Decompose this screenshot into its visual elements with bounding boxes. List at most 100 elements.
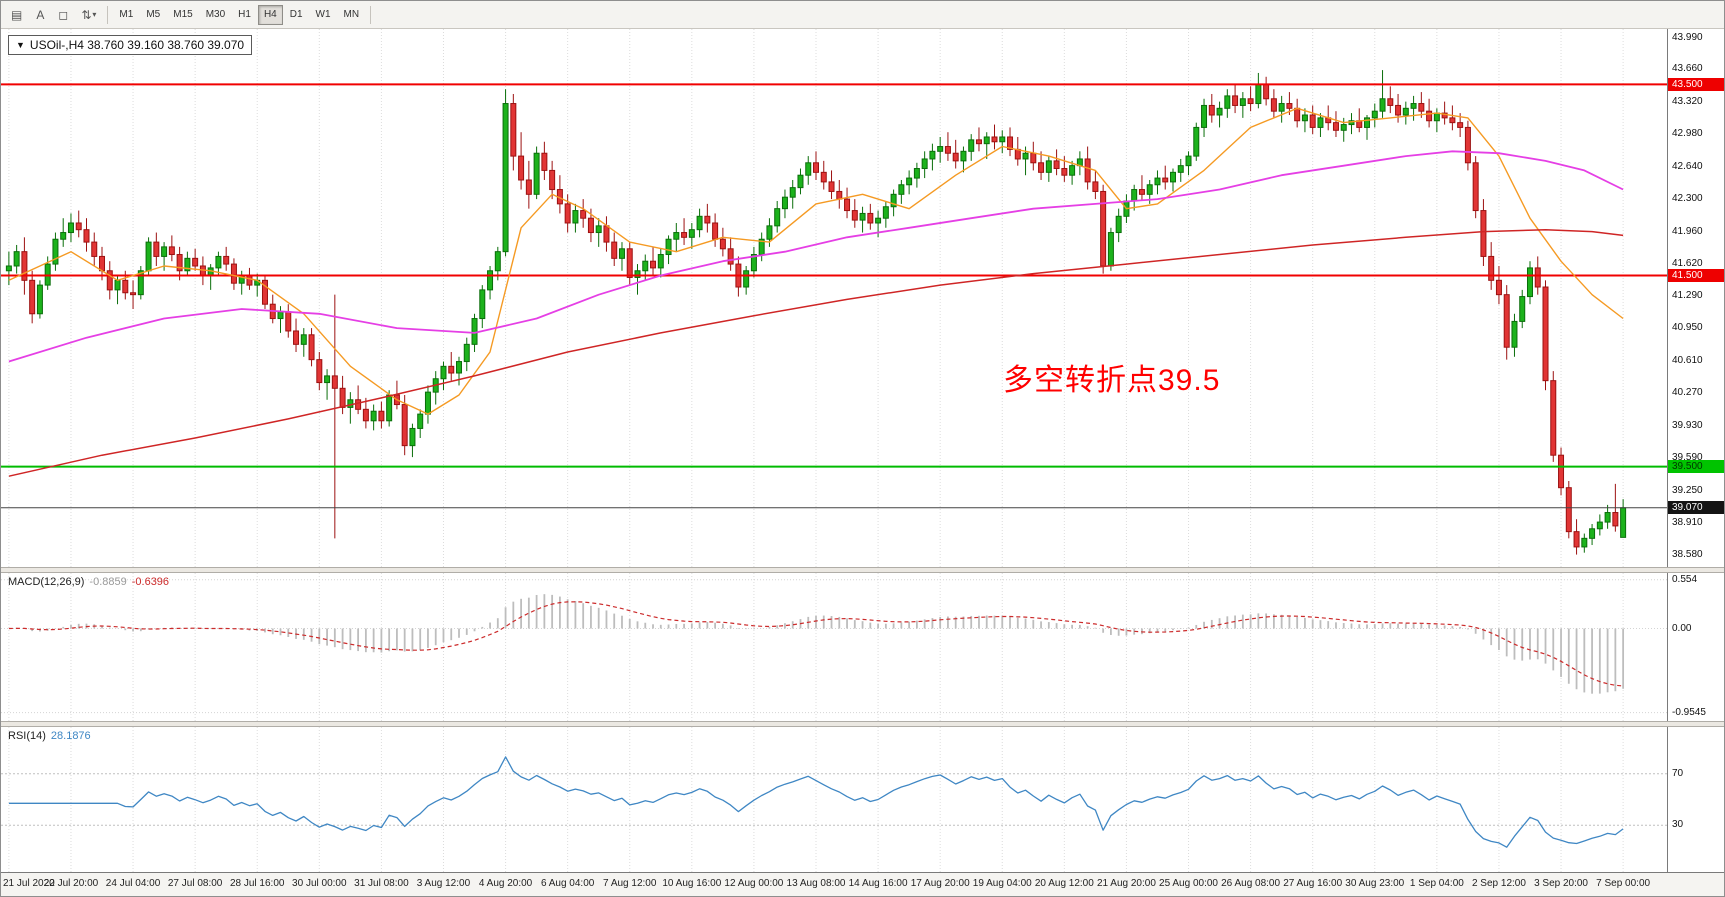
macd-tick: 0.554 (1672, 573, 1698, 585)
time-tick: 17 Aug 20:00 (910, 878, 970, 889)
price-level-label: 41.500 (1668, 269, 1724, 283)
time-tick: 21 Aug 20:00 (1096, 878, 1156, 889)
macd-label-row: MACD(12,26,9) -0.8859 -0.6396 (8, 576, 169, 588)
macd-main-value: -0.8859 (89, 576, 127, 588)
ma-fast-orange (8, 107, 1624, 415)
moving-averages-group (8, 107, 1624, 477)
time-tick: 26 Aug 08:00 (1221, 878, 1281, 889)
timeframe-button-m15[interactable]: M15 (173, 9, 193, 20)
drawing-tools-group: ▤ A ◻ ⇅ ▾ (5, 5, 102, 25)
rsi-axis[interactable]: 70 30 (1667, 727, 1724, 872)
ma-mid-magenta (8, 150, 1624, 363)
collapse-ohlc-icon[interactable]: ▼ (16, 40, 25, 50)
rsi-panel: RSI(14) 28.1876 70 30 (1, 727, 1724, 872)
rsi-line (8, 756, 1624, 848)
macd-tick: -0.9545 (1672, 706, 1706, 718)
price-level-label: 39.070 (1668, 501, 1724, 515)
panel-separator[interactable] (1, 567, 1724, 573)
time-tick: 27 Aug 16:00 (1283, 878, 1343, 889)
price-tick: 40.950 (1672, 322, 1703, 334)
time-tick: 13 Aug 08:00 (786, 878, 846, 889)
timeframe-button-d1[interactable]: D1 (289, 9, 303, 20)
timeframe-button-m1[interactable]: M1 (119, 9, 134, 20)
price-tick: 41.290 (1672, 289, 1703, 301)
chart-annotation[interactable]: 多空转折点39.5 (1003, 364, 1221, 397)
macd-axis[interactable]: 0.554 0.00 -0.9545 (1667, 573, 1724, 721)
candlestick-plot[interactable] (1, 29, 1667, 567)
timeframes-group: M1 M5 M15 M30 H1 H4 D1 W1 MN (113, 4, 365, 25)
time-tick: 3 Aug 12:00 (416, 878, 471, 889)
price-level-label: 43.500 (1668, 77, 1724, 91)
rsi-level-label: 30 (1672, 819, 1684, 831)
time-tick: 1 Sep 04:00 (1409, 878, 1464, 889)
price-tick: 42.300 (1672, 193, 1703, 205)
main-chart-area[interactable]: ▼ USOil-,H4 38.760 39.160 38.760 39.070 … (1, 29, 1667, 567)
time-tick: 27 Jul 08:00 (167, 878, 223, 889)
timeframe-button-m5[interactable]: M5 (146, 9, 161, 20)
dropdown-caret-icon[interactable]: ▾ (92, 10, 97, 19)
price-tick: 42.980 (1672, 128, 1703, 140)
toolbar-separator (370, 5, 372, 24)
rsi-plot[interactable] (1, 727, 1667, 872)
price-tick: 43.990 (1672, 31, 1703, 43)
time-tick: 7 Aug 12:00 (603, 878, 657, 889)
arrows-tool-icon[interactable]: ⇅ ▾ (81, 7, 97, 22)
rsi-label: RSI(14) (8, 730, 46, 742)
rsi-value: 28.1876 (50, 730, 91, 742)
timeframe-button-w1[interactable]: W1 (315, 9, 331, 20)
price-tick: 41.620 (1672, 258, 1703, 270)
time-tick: 14 Aug 16:00 (848, 878, 908, 889)
text-label-icon[interactable]: A (36, 7, 45, 22)
timeframe-button-h4[interactable]: H4 (257, 4, 283, 25)
price-level-label: 39.500 (1668, 460, 1724, 474)
time-tick: 31 Jul 08:00 (354, 878, 409, 889)
time-tick: 7 Sep 00:00 (1596, 878, 1651, 889)
macd-plot[interactable] (1, 573, 1667, 721)
time-axis[interactable]: 21 Jul 2020 22 Jul 20:00 24 Jul 04:00 27 Ju… (1, 872, 1724, 896)
rsi-level-label: 70 (1672, 767, 1684, 779)
time-tick: 19 Aug 04:00 (972, 878, 1032, 889)
time-tick: 30 Jul 00:00 (292, 878, 347, 889)
macd-label: MACD(12,26,9) (8, 576, 85, 588)
chart-profile-icon[interactable]: ▤ (11, 7, 23, 22)
price-tick: 42.640 (1672, 160, 1703, 172)
candles-group (5, 70, 1627, 555)
price-tick: 39.590 (1672, 452, 1703, 464)
macd-panel: MACD(12,26,9) -0.8859 -0.6396 0.554 0.00 -0.… (1, 573, 1724, 721)
price-axis[interactable]: 43.990 43.660 43.320 42.980 42.640 42.300 41.9… (1667, 29, 1724, 567)
time-tick: 22 Jul 20:00 (43, 878, 99, 889)
time-tick: 21 Jul 2020 (3, 878, 55, 889)
toolbar-separator (107, 5, 109, 24)
timeframe-button-mn[interactable]: MN (343, 9, 360, 20)
time-tick: 25 Aug 00:00 (1159, 878, 1218, 889)
panel-separator[interactable] (1, 721, 1724, 727)
price-tick: 40.270 (1672, 387, 1703, 399)
time-tick: 20 Aug 12:00 (1034, 878, 1094, 889)
toolbar: ▤ A ◻ ⇅ ▾ M1 M5 M15 M30 H1 H4 D1 W1 MN (1, 1, 1724, 29)
ma-slow-red (8, 228, 1624, 477)
macd-tick: 0.00 (1672, 622, 1692, 634)
rsi-area[interactable]: RSI(14) 28.1876 (1, 727, 1667, 872)
macd-histogram (15, 594, 1625, 694)
price-tick: 43.320 (1672, 95, 1703, 107)
macd-signal-line (8, 601, 1624, 687)
time-tick: 2 Sep 12:00 (1471, 878, 1526, 889)
time-tick: 6 Aug 04:00 (540, 878, 595, 889)
rsi-label-row: RSI(14) 28.1876 (8, 730, 91, 742)
main-chart-panel: ▼ USOil-,H4 38.760 39.160 38.760 39.070 … (1, 29, 1724, 567)
timeframe-button-h1[interactable]: H1 (238, 9, 251, 20)
macd-signal-value: -0.6396 (131, 576, 170, 588)
chart-title-box: ▼ USOil-,H4 38.760 39.160 38.760 39.070 (8, 35, 253, 55)
time-tick: 30 Aug 23:00 (1345, 878, 1405, 889)
price-tick: 40.610 (1672, 354, 1703, 366)
time-tick: 3 Sep 20:00 (1534, 878, 1588, 889)
price-tick: 38.910 (1672, 517, 1703, 529)
price-tick: 38.580 (1672, 548, 1703, 560)
text-box-icon[interactable]: ◻ (58, 7, 69, 22)
macd-area[interactable]: MACD(12,26,9) -0.8859 -0.6396 (1, 573, 1667, 721)
horizontal-levels-group (1, 83, 1667, 509)
price-tick: 39.250 (1672, 484, 1703, 496)
timeframe-button-m30[interactable]: M30 (205, 9, 226, 20)
time-tick: 24 Jul 04:00 (105, 878, 161, 889)
